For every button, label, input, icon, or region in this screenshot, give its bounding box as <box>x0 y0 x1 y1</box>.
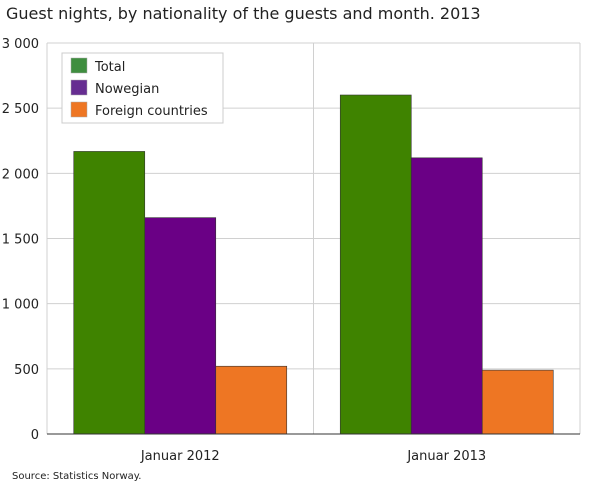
y-tick-label: 0 <box>31 428 39 443</box>
y-tick-label: 2 500 <box>2 102 39 117</box>
y-tick-label: 500 <box>14 363 39 378</box>
bar-foreign-countries <box>481 369 554 435</box>
bar-nowegian <box>144 217 217 435</box>
legend-swatch <box>70 101 88 118</box>
legend-box <box>61 52 224 124</box>
legend-label: Foreign countries <box>95 104 208 119</box>
bar-total <box>73 151 146 435</box>
legend-swatch <box>70 79 88 96</box>
y-tick-label: 3 000 <box>2 37 39 52</box>
bar-nowegian <box>410 157 483 435</box>
y-tick-label: 2 000 <box>2 167 39 182</box>
y-tick-label: 1 500 <box>2 233 39 248</box>
chart-title: Guest nights, by nationality of the gues… <box>6 4 481 23</box>
y-tick-label: 1 000 <box>2 298 39 313</box>
legend: Total Nowegian Foreign countries <box>61 52 224 124</box>
bar-total <box>339 94 412 435</box>
legend-swatch <box>70 57 88 74</box>
source-note: Source: Statistics Norway. <box>12 471 142 482</box>
x-tick-label: Januar 2012 <box>140 449 220 464</box>
x-tick-label: Januar 2013 <box>406 449 486 464</box>
bar-foreign-countries <box>215 365 288 435</box>
legend-label: Total <box>94 60 125 75</box>
legend-label: Nowegian <box>95 82 159 97</box>
